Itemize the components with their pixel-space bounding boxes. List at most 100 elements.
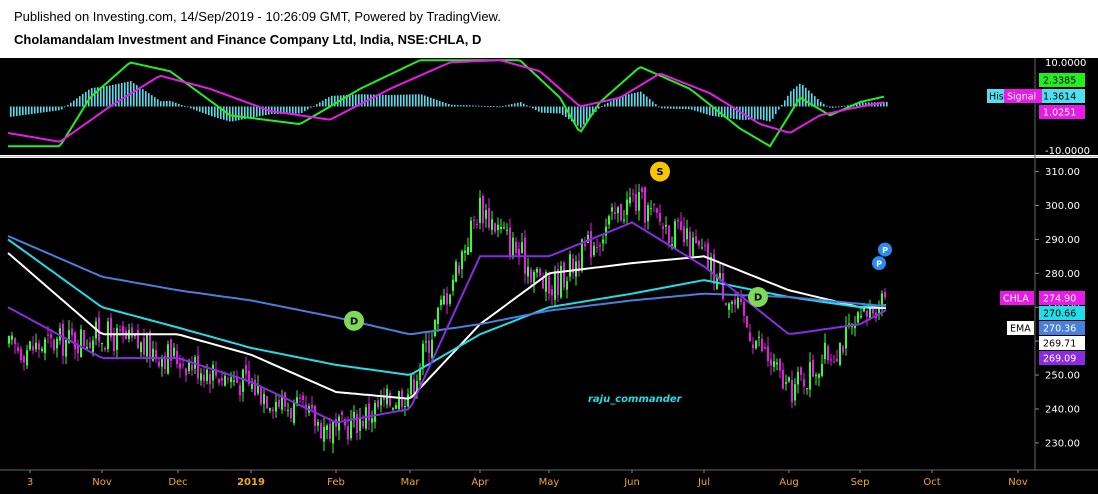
macd-hist-bar xyxy=(241,106,243,120)
candle xyxy=(539,268,541,276)
candle xyxy=(425,341,427,343)
macd-value-box xyxy=(1039,89,1085,103)
candle xyxy=(605,226,607,236)
candle xyxy=(302,395,304,401)
macd-hist-bar xyxy=(829,106,831,108)
candle xyxy=(803,379,805,387)
candle xyxy=(338,416,340,431)
candle xyxy=(506,229,508,231)
macd-hist-bar xyxy=(286,106,288,114)
candle xyxy=(452,279,454,291)
candle xyxy=(377,400,379,408)
macd-hist-bar xyxy=(85,91,87,107)
candle xyxy=(263,394,265,405)
candle xyxy=(710,257,712,272)
candle xyxy=(863,307,865,312)
marker-label: S xyxy=(656,167,663,178)
candle xyxy=(812,359,814,377)
price-label: 269.09 xyxy=(1039,351,1085,365)
ema-line-cyan xyxy=(7,238,887,376)
candle xyxy=(212,364,214,381)
y-tick-label: 310.00 xyxy=(1045,167,1080,178)
candle xyxy=(170,339,172,361)
candle xyxy=(158,361,160,367)
candle xyxy=(350,419,352,439)
macd-hist-bar xyxy=(817,98,819,107)
candle xyxy=(326,425,328,430)
candle xyxy=(557,269,559,296)
candle xyxy=(410,375,412,395)
macd-hist-bar xyxy=(460,105,462,107)
candle xyxy=(590,231,592,258)
marker-label: D xyxy=(754,293,762,304)
macd-hist-bar xyxy=(841,106,843,108)
macd-hist-bar xyxy=(46,106,48,112)
signal-marker-s[interactable]: S xyxy=(650,161,670,182)
macd-hist-bar xyxy=(487,106,489,107)
macd-hist-bar xyxy=(604,104,606,107)
macd-hist-bar xyxy=(181,104,183,107)
candle xyxy=(242,369,244,392)
x-tick-label: 3 xyxy=(27,477,33,488)
marker-circle xyxy=(878,242,892,257)
candle xyxy=(515,241,517,253)
macd-hist-bar xyxy=(277,106,279,114)
candle xyxy=(713,254,715,284)
macd-hist-bar xyxy=(622,95,624,107)
candle xyxy=(359,417,361,431)
signal-marker-d[interactable]: D xyxy=(344,310,364,331)
macd-hist-bar xyxy=(238,106,240,121)
macd-hist-bar xyxy=(565,106,567,118)
price-label-value: 274.90 xyxy=(1043,294,1076,305)
macd-hist-bar xyxy=(766,106,768,121)
candle xyxy=(404,405,406,407)
candle xyxy=(797,371,799,385)
candle xyxy=(92,340,94,353)
candle xyxy=(215,369,217,376)
candle xyxy=(854,325,856,329)
candle xyxy=(188,361,190,371)
macd-hist-bar xyxy=(748,106,750,120)
candle xyxy=(239,385,241,396)
candle xyxy=(26,350,28,366)
signal-marker-p[interactable]: P xyxy=(872,256,886,271)
candle xyxy=(257,385,259,394)
candle xyxy=(701,247,703,249)
macd-hist-bar xyxy=(79,96,81,107)
candle xyxy=(665,224,667,227)
macd-hist-bar xyxy=(133,83,135,107)
candle xyxy=(185,368,187,376)
macd-hist-bar xyxy=(778,106,780,110)
candle xyxy=(635,193,637,211)
candle xyxy=(530,269,532,283)
candle xyxy=(821,364,823,376)
macd-pane xyxy=(0,58,1098,155)
macd-hist-bar xyxy=(520,102,522,107)
macd-hist-bar xyxy=(505,105,507,107)
macd-hist-bar xyxy=(172,101,174,107)
candle xyxy=(143,337,145,355)
signal-marker-p[interactable]: P xyxy=(878,242,892,257)
candle xyxy=(53,339,55,351)
price-label-box xyxy=(1039,306,1085,320)
candle xyxy=(839,342,841,365)
x-axis-strip xyxy=(0,470,1098,494)
x-tick-label: Apr xyxy=(471,477,489,488)
candle xyxy=(368,403,370,421)
candle xyxy=(629,197,631,204)
macd-hist-bar xyxy=(139,87,141,107)
macd-hist-bar xyxy=(814,96,816,107)
macd-hist-bar xyxy=(469,105,471,107)
macd-hist-bar xyxy=(475,105,477,107)
candle xyxy=(833,361,835,363)
marker-circle xyxy=(650,161,670,182)
candle xyxy=(23,356,25,363)
candle xyxy=(869,306,871,318)
macd-hist-bar xyxy=(436,99,438,107)
macd-hist-bar xyxy=(163,101,165,107)
candle xyxy=(287,409,289,411)
macd-hist-bar xyxy=(625,94,627,107)
candle xyxy=(776,362,778,365)
signal-marker-d[interactable]: D xyxy=(748,287,768,308)
